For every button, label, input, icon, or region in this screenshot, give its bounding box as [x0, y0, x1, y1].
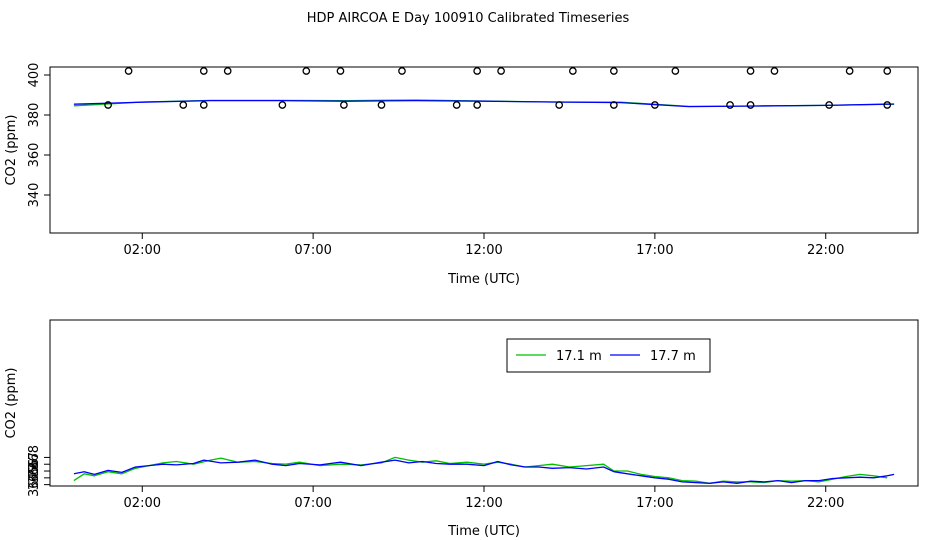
- bottom-x-tick-label: 22:00: [807, 496, 844, 511]
- bottom-x-tick-label: 02:00: [124, 496, 161, 511]
- top-x-axis: 02:00 07:00 12:00 17:00 22:00: [124, 233, 844, 258]
- top-x-axis-label: Time (UTC): [447, 272, 520, 287]
- calibration-point: [179, 101, 188, 109]
- bottom-x-axis: 02:00 07:00 12:00 17:00 22:00: [124, 486, 844, 511]
- top-y-tick-label: 360: [27, 143, 42, 168]
- top-x-tick-label: 12:00: [465, 243, 502, 258]
- bottom-x-axis-label: Time (UTC): [447, 524, 520, 539]
- top-y-tick-label: 340: [27, 183, 42, 208]
- calibration-point: [746, 101, 755, 109]
- calibration-point: [555, 101, 564, 109]
- figure-title: HDP AIRCOA E Day 100910 Calibrated Times…: [307, 11, 630, 26]
- bottom-series-layer: [73, 456, 895, 484]
- bottom-y-tick-label: 367: [27, 452, 42, 477]
- calibration-point: [223, 67, 232, 75]
- top-x-tick-label: 07:00: [294, 243, 331, 258]
- top-series-layer: [73, 99, 895, 108]
- legend-label-17-1m: 17.1 m: [556, 349, 602, 364]
- calibration-point: [746, 67, 755, 75]
- calibration-point: [124, 67, 133, 75]
- calibration-point: [473, 101, 482, 109]
- top-y-axis: 340 360 380 400: [27, 63, 50, 208]
- calibration-point: [671, 67, 680, 75]
- bottom-y-tick-label: 366: [27, 459, 42, 484]
- top-y-tick-label: 380: [27, 103, 42, 128]
- legend-label-17-7m: 17.7 m: [650, 349, 696, 364]
- bottom-y-tick-label: 368: [27, 445, 42, 470]
- calibration-point: [398, 67, 406, 75]
- top-x-tick-label: 17:00: [636, 243, 673, 258]
- calibration-point: [569, 67, 577, 75]
- calibration-point: [883, 67, 892, 75]
- top-y-axis-label: CO2 (ppm): [4, 114, 19, 185]
- calibration-point: [497, 67, 505, 75]
- calibration-point: [825, 101, 833, 109]
- top-x-tick-label: 22:00: [807, 243, 844, 258]
- top-series-line-17-7m: [73, 99, 895, 108]
- calibration-point: [610, 67, 618, 75]
- calibration-point: [726, 101, 734, 109]
- calibration-point: [104, 101, 112, 109]
- top-calibration-points: [104, 67, 892, 109]
- calibration-point: [377, 101, 386, 109]
- bottom-x-tick-label: 17:00: [636, 496, 673, 511]
- bottom-panel: 02:00 07:00 12:00 17:00 22:00 36436536636736…: [4, 319, 919, 539]
- calibration-point: [340, 101, 348, 109]
- calibration-point: [199, 67, 208, 75]
- calibration-point: [199, 101, 208, 109]
- bottom-series-line-17-1m: [73, 456, 888, 484]
- calibration-point: [883, 101, 892, 109]
- calibration-point: [651, 101, 659, 109]
- calibration-point: [278, 101, 287, 109]
- top-y-tick-label: 400: [27, 63, 42, 88]
- bottom-y-tick-label: 364: [27, 472, 42, 497]
- calibration-point: [336, 67, 345, 75]
- calibration-point: [845, 67, 854, 75]
- bottom-series-line-17-7m: [73, 459, 895, 484]
- top-x-tick-label: 02:00: [124, 243, 161, 258]
- calibration-point: [452, 101, 461, 109]
- calibration-point: [610, 101, 618, 109]
- bottom-x-tick-label: 12:00: [465, 496, 502, 511]
- bottom-y-axis-label: CO2 (ppm): [4, 367, 19, 438]
- top-panel: 02:00 07:00 12:00 17:00 22:00 340 360 380 400 T…: [4, 63, 919, 287]
- calibration-point: [770, 67, 779, 75]
- bottom-y-tick-label: 365: [27, 465, 42, 490]
- calibration-point: [473, 67, 482, 75]
- calibration-point: [302, 67, 311, 75]
- bottom-x-tick-label: 07:00: [294, 496, 331, 511]
- legend: 17.1 m 17.7 m: [506, 338, 711, 373]
